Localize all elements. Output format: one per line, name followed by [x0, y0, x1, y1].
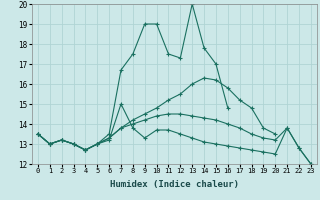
X-axis label: Humidex (Indice chaleur): Humidex (Indice chaleur)	[110, 180, 239, 189]
